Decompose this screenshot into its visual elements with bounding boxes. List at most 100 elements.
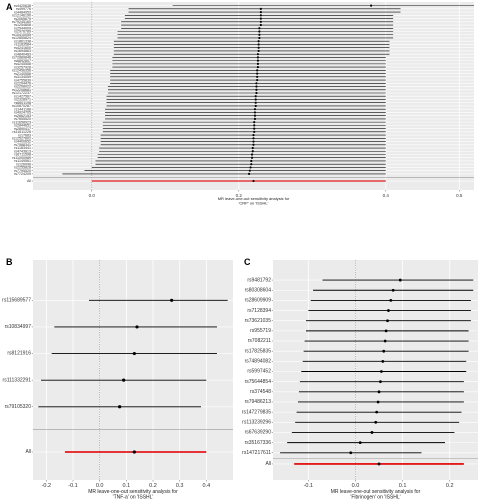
x-axis-label-line: MR leave-one-out sensitivity analysis fo… — [218, 196, 290, 201]
estimate-point — [254, 95, 257, 98]
snp-label: rs1694863 — [14, 49, 31, 53]
snp-label: rs147279835 — [242, 409, 271, 415]
snp-label: rs12456356 — [12, 69, 31, 73]
estimate-point — [379, 380, 382, 384]
estimate-point — [249, 166, 252, 169]
estimate-point — [257, 49, 260, 53]
estimate-point — [377, 390, 381, 394]
estimate-point — [376, 400, 380, 404]
snp-label: rs7128394 — [247, 308, 271, 314]
x-tick-label: 0.4 — [383, 193, 390, 198]
estimate-point — [259, 14, 262, 17]
estimate-point — [251, 146, 254, 150]
snp-label: rs126096 — [16, 162, 31, 166]
snp-label: rs5997452 — [247, 369, 271, 375]
snp-label: rs2255828 — [14, 166, 31, 170]
estimate-point — [250, 156, 254, 159]
x-tick-label: -0.2 — [42, 483, 51, 489]
snp-label: rs1183441 — [14, 146, 31, 150]
snp-label: rs1441168 — [14, 107, 31, 111]
snp-label: rs80308604 — [245, 287, 272, 293]
snp-label: rs6711598 — [14, 153, 31, 157]
snp-label: rs74894082 — [245, 359, 272, 365]
estimate-point — [252, 137, 255, 140]
snp-label: rs1427567 — [14, 94, 31, 98]
snp-label: rs4840483 — [14, 52, 31, 56]
estimate-point — [252, 143, 255, 146]
x-tick-label: -0.1 — [68, 483, 77, 489]
estimate-point — [379, 370, 383, 373]
estimate-point — [254, 98, 257, 101]
snp-label: rs1149561 — [14, 159, 31, 163]
estimate-point — [391, 288, 395, 292]
snp-label: rs7724209 — [14, 172, 31, 176]
snp-label: rs6892807 — [14, 59, 31, 63]
snp-label: rs2140556 — [14, 72, 31, 76]
snp-label: rs4245558 — [14, 62, 31, 66]
estimate-point — [259, 20, 262, 23]
estimate-point — [135, 325, 139, 329]
snp-label: rs10834997 — [5, 324, 32, 330]
reference-line — [33, 2, 474, 190]
estimate-point — [382, 349, 386, 353]
x-tick-label: 0.1 — [123, 483, 131, 489]
estimate-rows — [62, 4, 474, 183]
snp-label: rs35167336 — [245, 440, 272, 446]
estimate-point — [253, 108, 257, 111]
x-axis-label-line: MR leave-one-out sensitivity analysis fo… — [88, 489, 178, 495]
snp-label: rs79105320 — [5, 404, 32, 410]
snp-label: rs4743813 — [14, 149, 31, 153]
x-tick-label: 0.4 — [203, 483, 211, 489]
estimate-point — [255, 91, 258, 95]
snp-label: rs75644854 — [245, 379, 272, 385]
snp-label: rs6601198 — [14, 101, 31, 105]
estimate-point — [132, 351, 136, 356]
x-tick-label: -0.1 — [304, 483, 313, 489]
x-tick-label: 0.2 — [236, 193, 243, 198]
snp-label: rs11658923 — [12, 120, 31, 124]
snp-label: rs2065679 — [14, 17, 31, 21]
snp-label: rs3257928 — [14, 65, 31, 69]
estimate-point — [383, 339, 387, 343]
snp-label: rs4241600 — [14, 46, 31, 50]
snp-label: rs17825835 — [245, 348, 272, 354]
x-axis-label: MR leave-one-out sensitivity analysis fo… — [218, 196, 290, 206]
snp-label: rs12208681 — [12, 88, 31, 92]
snp-label: rs7588341 — [14, 143, 31, 147]
estimate-point — [256, 62, 260, 65]
snp-label: rs2976789 — [14, 30, 31, 34]
snp-label: rs2890417 — [14, 127, 31, 131]
snp-label: rs4420638 — [14, 4, 31, 8]
snp-label: rs79245160 — [12, 20, 31, 24]
estimate-point — [256, 53, 260, 56]
estimate-point — [255, 88, 258, 91]
x-axis-label-line: 'Fibrinogen' on 'ISSHL' — [350, 495, 400, 501]
plot-area — [33, 260, 233, 480]
estimate-point — [375, 410, 379, 414]
estimate-point — [374, 420, 378, 424]
estimate-point — [381, 359, 385, 363]
x-axis-ticks: 0.0 0.2 0.4 0.5 — [89, 190, 463, 198]
snp-label: rs12146190 — [12, 14, 31, 18]
estimate-point — [370, 431, 374, 434]
estimate-point — [259, 17, 262, 20]
snp-label: rs11000989 — [12, 156, 31, 160]
forest-plot-crp: A rs4420638rs499776rs4484953rs12146190rs… — [6, 2, 474, 206]
estimate-point — [256, 59, 260, 62]
x-tick-label: 0.5 — [456, 193, 463, 198]
snp-labels: rs115689577 rs10834997 rs8121916 rs11133229… — [2, 298, 33, 455]
snp-label: rs7655520 — [14, 117, 31, 121]
plot-area — [273, 260, 478, 480]
overall-estimate-point — [132, 450, 136, 454]
estimate-point — [247, 172, 251, 176]
estimate-point — [253, 114, 257, 117]
snp-label: rs4755830 — [14, 78, 31, 82]
x-axis-ticks: -0.2 -0.1 0.0 0.1 0.2 0.3 0.4 — [42, 480, 211, 489]
estimate-point — [358, 441, 362, 445]
estimate-point — [256, 66, 260, 69]
snp-label: rs374548 — [250, 389, 271, 395]
snp-label: rs12172237 — [12, 91, 31, 95]
estimate-point — [170, 298, 174, 302]
reference-line — [33, 260, 233, 480]
snp-labels: rs4420638rs499776rs4484953rs12146190rs20… — [12, 4, 33, 183]
